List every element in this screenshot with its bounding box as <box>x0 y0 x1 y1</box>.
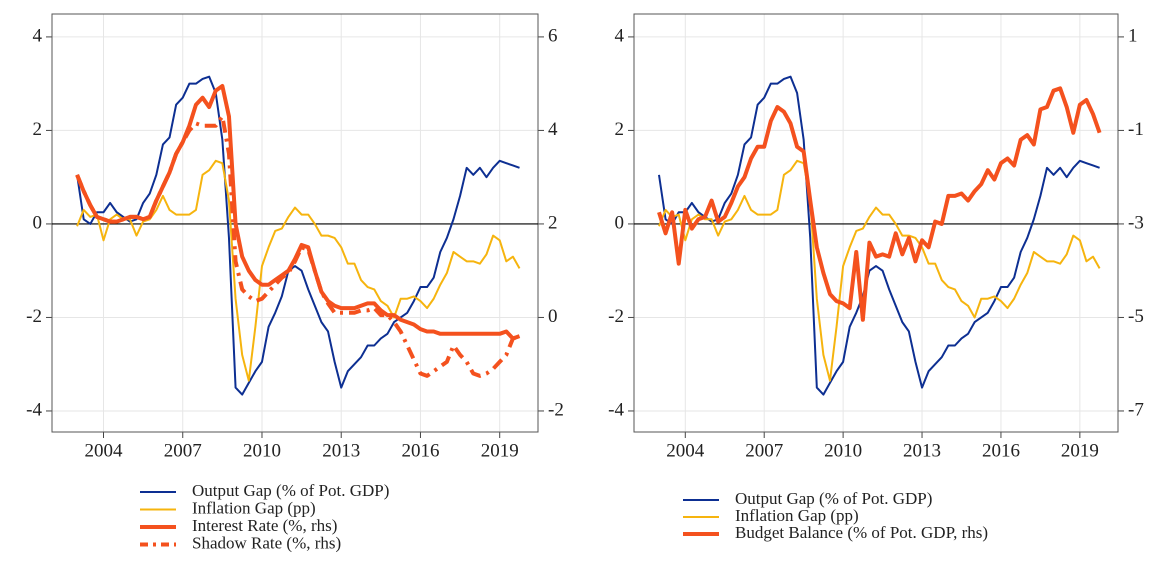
y2-tick-label: -5 <box>1128 306 1144 327</box>
series-line <box>658 75 1100 396</box>
y-tick-label: 2 <box>615 119 625 140</box>
legend-label: Interest Rate (%, rhs) <box>192 516 337 535</box>
plot-background <box>52 14 538 432</box>
x-tick-label: 2004 <box>666 440 705 461</box>
y-tick-label: 0 <box>615 212 625 233</box>
legend-label: Inflation Gap (pp) <box>735 506 859 525</box>
series-line <box>658 159 1101 382</box>
y2-tick-label: -2 <box>548 399 564 420</box>
legend-label: Output Gap (% of Pot. GDP) <box>735 489 932 508</box>
y2-tick-label: -7 <box>1128 399 1144 420</box>
x-tick-label: 2013 <box>903 440 941 461</box>
plot-background <box>634 14 1118 432</box>
y-tick-label: 2 <box>33 119 43 140</box>
y2-tick-label: 1 <box>1128 25 1138 46</box>
legend-label: Inflation Gap (pp) <box>192 498 316 517</box>
series-line <box>76 75 520 396</box>
legend-label: Output Gap (% of Pot. GDP) <box>192 481 389 500</box>
y2-tick-label: 4 <box>548 119 558 140</box>
x-tick-label: 2016 <box>401 440 439 461</box>
legend-label: Budget Balance (% of Pot. GDP, rhs) <box>735 523 988 542</box>
y-tick-label: -4 <box>26 399 42 420</box>
legend-label: Shadow Rate (%, rhs) <box>192 533 341 552</box>
x-tick-label: 2007 <box>164 440 202 461</box>
y-tick-label: 4 <box>615 25 625 46</box>
y-tick-label: -2 <box>608 306 624 327</box>
plot-frame <box>51 13 539 433</box>
x-tick-label: 2004 <box>85 440 124 461</box>
x-tick-label: 2007 <box>745 440 783 461</box>
y-tick-label: -4 <box>608 399 624 420</box>
x-tick-label: 2019 <box>1061 440 1099 461</box>
x-tick-label: 2010 <box>824 440 862 461</box>
x-tick-label: 2016 <box>982 440 1020 461</box>
x-tick-label: 2013 <box>322 440 360 461</box>
y2-tick-label: 6 <box>548 25 558 46</box>
x-tick-label: 2010 <box>243 440 281 461</box>
y2-tick-label: -1 <box>1128 119 1144 140</box>
y-tick-label: 0 <box>33 212 43 233</box>
plot-frame <box>633 13 1119 433</box>
x-tick-label: 2019 <box>481 440 519 461</box>
y2-tick-label: 2 <box>548 212 558 233</box>
series-line <box>657 86 1102 322</box>
y2-tick-label: -3 <box>1128 212 1144 233</box>
y-tick-label: 4 <box>33 25 43 46</box>
y-tick-label: -2 <box>26 306 42 327</box>
y2-tick-label: 0 <box>548 306 558 327</box>
series-line <box>75 114 521 378</box>
